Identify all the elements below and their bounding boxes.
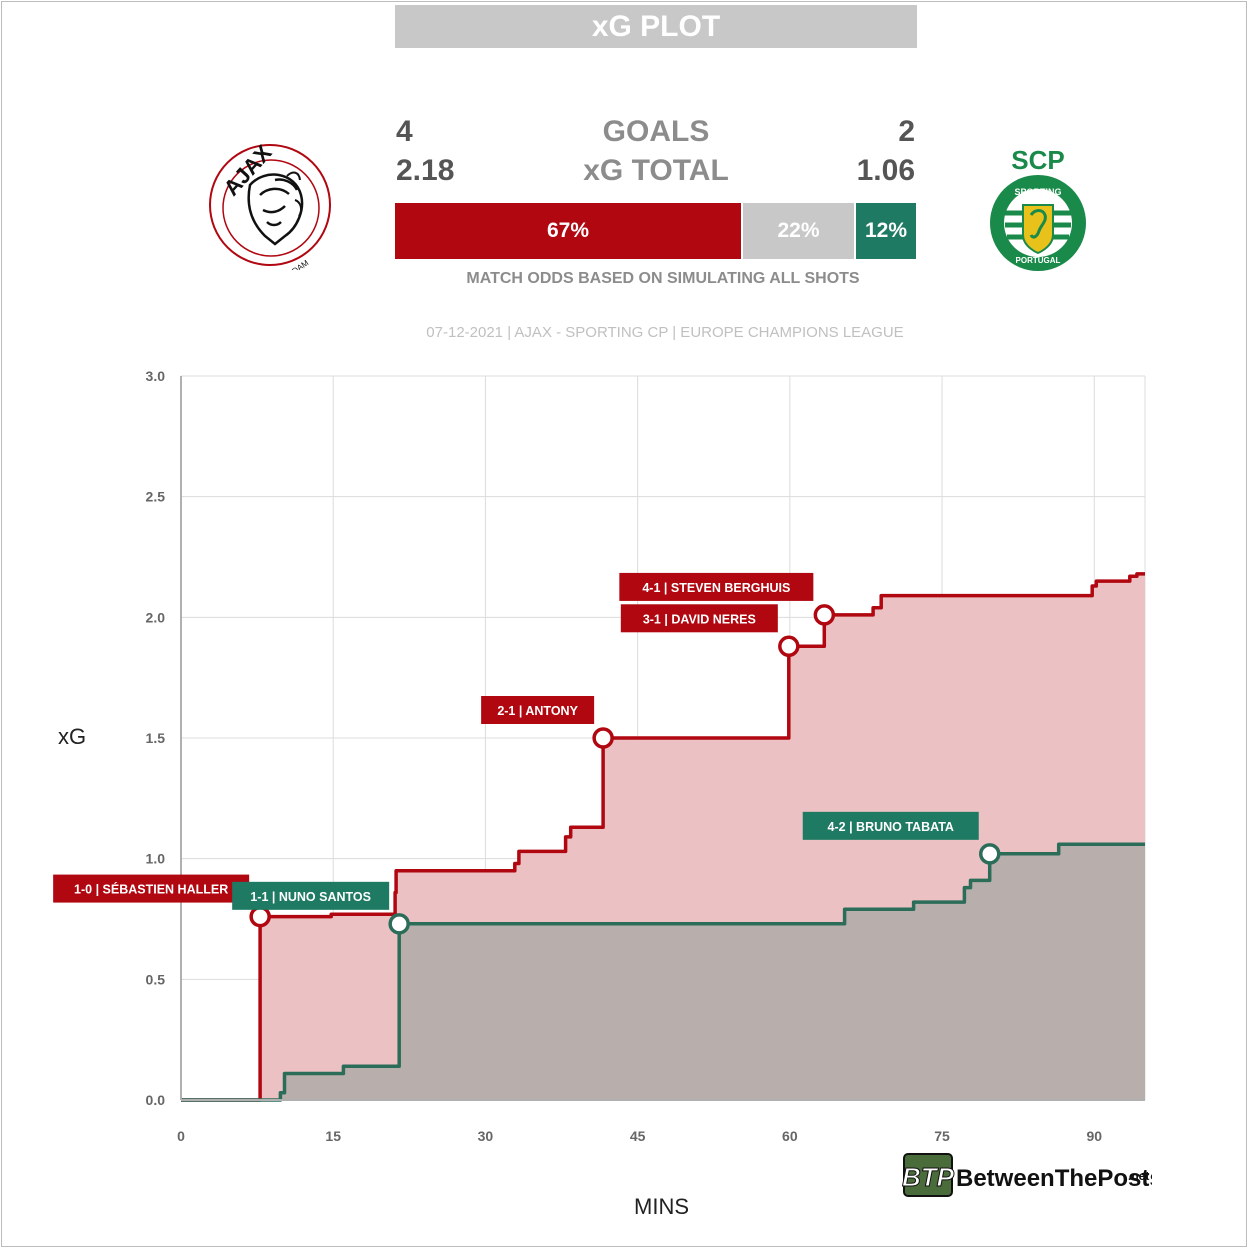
home-xg-total: 2.18 — [396, 154, 455, 187]
y-axis-label: xG — [58, 724, 87, 749]
sporting-crest-icon: SCP SPORTING PORTUGAL — [990, 145, 1086, 271]
x-axis-label: MINS — [634, 1194, 689, 1219]
btp-suffix: .net — [1128, 1169, 1149, 1183]
away-goals: 2 — [898, 115, 915, 148]
ajax-crest-icon: AJAX AMSTERDAM — [209, 140, 331, 270]
xg-total-label: xG TOTAL — [583, 154, 729, 187]
sporting-crest-text: SCP — [1011, 145, 1064, 175]
home-goals: 4 — [396, 115, 413, 148]
page-title: xG PLOT — [395, 5, 917, 48]
home-win-odds: 67% — [395, 203, 741, 259]
away-xg-total: 1.06 — [856, 154, 915, 187]
away-win-odds: 12% — [856, 203, 916, 259]
draw-odds: 22% — [743, 203, 854, 259]
btp-logo-icon: BTP — [902, 1153, 955, 1197]
btp-branding: BTP BetweenThePosts .net — [902, 1150, 1163, 1205]
match-info: 07-12-2021 | AJAX - SPORTING CP | EUROPE… — [426, 324, 904, 341]
odds-subtitle: MATCH ODDS BASED ON SIMULATING ALL SHOTS — [466, 270, 860, 287]
goals-label: GOALS — [602, 115, 710, 148]
btp-text: BetweenThePosts — [956, 1165, 1152, 1192]
svg-text:BTP: BTP — [902, 1162, 955, 1192]
sporting-crest-subtext: SPORTING — [1014, 187, 1061, 197]
sporting-crest-subtext2: PORTUGAL — [1016, 256, 1061, 265]
